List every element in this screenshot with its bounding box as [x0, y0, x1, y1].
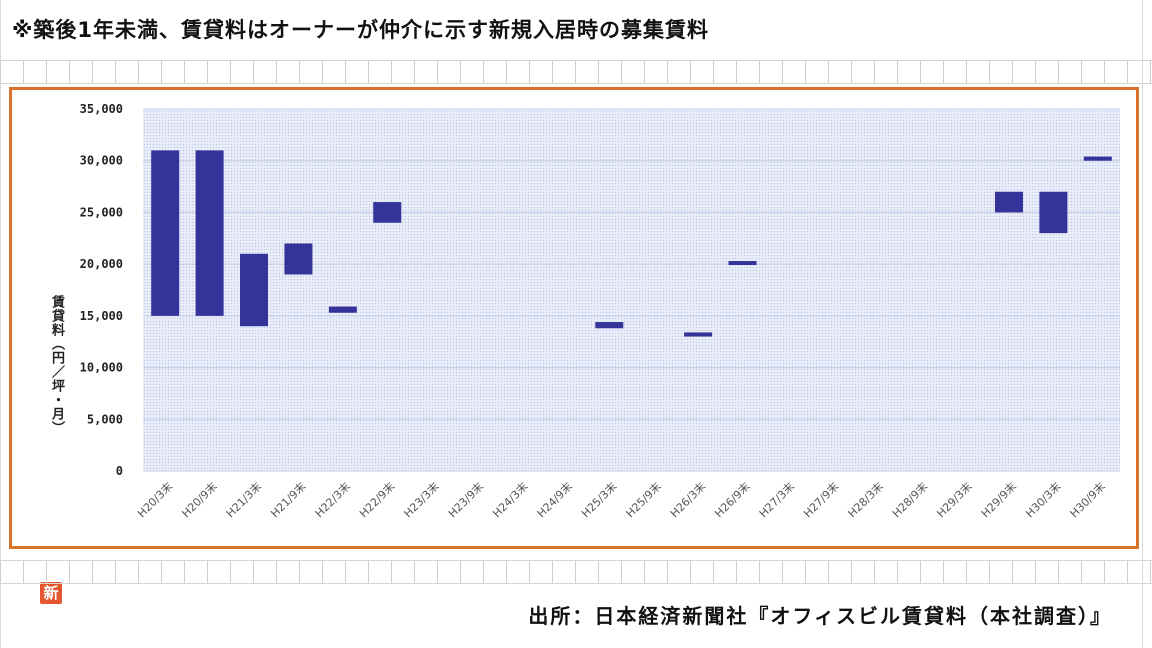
- range-bar: [595, 322, 624, 329]
- x-tick-label: H22/3末: [312, 479, 353, 520]
- range-bar: [1083, 156, 1112, 161]
- x-tick-label: H26/9末: [712, 479, 753, 520]
- x-tick-label: H25/3末: [578, 479, 619, 520]
- y-tick-label: 25,000: [80, 205, 123, 219]
- range-bar: [728, 261, 757, 266]
- nikkei-logo-icon: 新: [40, 582, 62, 604]
- y-tick-label: 0: [116, 464, 123, 478]
- x-tick-label: H28/3末: [845, 479, 886, 520]
- page-vline: [1142, 0, 1143, 648]
- x-tick-label: H29/3末: [934, 479, 975, 520]
- chart-frame: 0 5,000 10,000 15,000 20,000 25,000 30,000 35,0…: [9, 87, 1139, 604]
- header-note: ※築後1年未満、賃貸料はオーナーが仲介に示す新規入居時の募集賃料: [12, 18, 710, 42]
- y-tick-label: 35,000: [80, 102, 123, 116]
- x-tick-label: H29/9末: [978, 479, 1019, 520]
- x-tick-label: H20/9末: [179, 479, 220, 520]
- source-citation: 出所：日本経済新聞社『オフィスビル賃貸料（本社調査）』: [528, 604, 1112, 628]
- y-tick-label: 5,000: [87, 412, 123, 426]
- y-tick-label: 10,000: [80, 361, 123, 375]
- plot-area: [143, 109, 1120, 471]
- x-tick-label: H21/3末: [223, 479, 264, 520]
- range-bar: [151, 150, 180, 316]
- x-tick-label: H24/3末: [490, 479, 531, 520]
- range-bar: [284, 243, 313, 275]
- x-tick-label: H23/3末: [401, 479, 442, 520]
- range-bar: [328, 306, 357, 313]
- x-tick-label: H23/9末: [445, 479, 486, 520]
- x-tick-label: H26/3末: [667, 479, 708, 520]
- x-tick-label: H25/9末: [623, 479, 664, 520]
- page-vline: [0, 0, 1, 648]
- range-bar: [684, 332, 713, 337]
- ruled-band-top: [0, 60, 1152, 84]
- bar-chart: 0 5,000 10,000 15,000 20,000 25,000 30,000 35,0…: [80, 102, 1120, 520]
- x-tick-label: H27/3末: [756, 479, 797, 520]
- x-tick-label: H28/9末: [889, 479, 930, 520]
- y-axis-label: 賃貸料（円／坪・月）: [49, 295, 64, 435]
- range-bar: [373, 202, 402, 223]
- range-bar: [1039, 191, 1068, 234]
- y-tick-label: 30,000: [80, 154, 123, 168]
- x-tick-label: H22/9末: [356, 479, 397, 520]
- range-bar: [240, 253, 269, 327]
- y-tick-label: 20,000: [80, 257, 123, 271]
- x-tick-label: H20/3末: [134, 479, 175, 520]
- x-tick-label: H24/9末: [534, 479, 575, 520]
- x-tick-label: H21/9末: [268, 479, 309, 520]
- x-tick-label: H30/9末: [1067, 479, 1108, 520]
- x-tick-label: H30/3末: [1023, 479, 1064, 520]
- y-tick-label: 15,000: [80, 309, 123, 323]
- range-bar: [994, 191, 1023, 213]
- range-bar: [195, 150, 224, 316]
- x-tick-label: H27/9末: [800, 479, 841, 520]
- ruled-band-bottom: [0, 560, 1152, 584]
